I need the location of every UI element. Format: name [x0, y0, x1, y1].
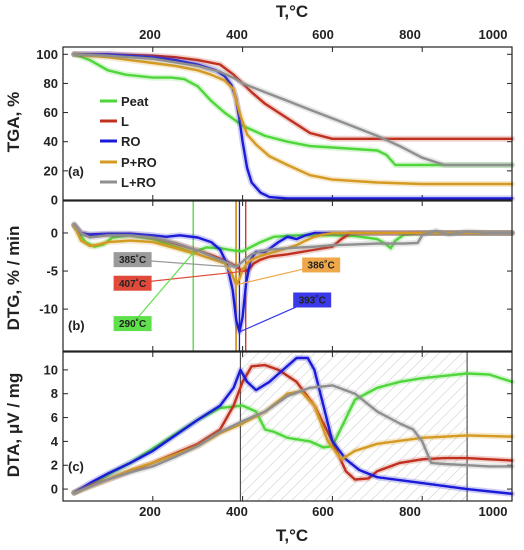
panel-c-plot [71, 352, 515, 501]
panel-c-ytick-label: 4 [51, 434, 59, 449]
series-line-p-ro [72, 53, 514, 186]
bottom-tick-600: 600 [312, 504, 334, 519]
panel-a-ytick-label: 40 [44, 134, 58, 149]
series-line-l-ro [72, 384, 514, 494]
legend-box [95, 89, 165, 188]
series-line-ro [72, 224, 514, 334]
top-tick-600: 600 [312, 27, 334, 42]
legend-label-ro: RO [121, 134, 141, 149]
panel-c-tag: (c) [68, 459, 84, 474]
panel-c-ytick-label: 8 [51, 386, 58, 401]
annotation-box-385 [113, 252, 152, 268]
top-tick-1000: 1000 [479, 27, 508, 42]
panel-a-ytick-label: 0 [51, 193, 58, 208]
panel-a-ytick-label: 20 [44, 163, 58, 178]
bottom-tick-400: 400 [226, 504, 248, 519]
bottom-tick-800: 800 [399, 504, 421, 519]
series-line-peat [72, 224, 514, 255]
panel-b-ylabel: DTG, % / min [4, 226, 23, 331]
annotation-box-393 [293, 292, 332, 308]
bottom-tick-200: 200 [139, 504, 161, 519]
panel-c-ytick-label: 10 [44, 362, 58, 377]
panel-a-ytick-label: 100 [36, 47, 58, 62]
panel-a-ylabel: TGA, % [4, 92, 23, 152]
panel-b-plot [71, 201, 515, 351]
panel-c: DTA, μV / mg 0 2 4 6 8 10 (c) [4, 351, 515, 502]
annotation-box-407 [113, 275, 152, 291]
series-line-peat [72, 53, 514, 167]
panel-b-annotations: 385˚C 407˚C 386˚C 393˚C 290˚C [113, 252, 341, 333]
annotation-label-290: 290˚C [119, 318, 146, 330]
series-line-peat [72, 372, 514, 494]
top-tick-800: 800 [399, 27, 421, 42]
annotation-box-290 [113, 316, 152, 332]
panel-b-ytick-label: 0 [51, 225, 58, 240]
annotation-label-407: 407˚C [119, 278, 146, 290]
top-tick-200: 200 [139, 27, 161, 42]
series-line-ro [72, 356, 514, 495]
x-axis-title-bottom: T,°C [276, 526, 308, 545]
top-tick-400: 400 [226, 27, 248, 42]
panel-c-yticks: 0 2 4 6 8 10 [44, 352, 513, 501]
panel-a-ytick-label: 80 [44, 76, 58, 91]
x-axis-title-top: T,°C [276, 2, 308, 21]
panel-b-ytick-label: -5 [46, 264, 58, 279]
bottom-tick-1000: 1000 [479, 504, 508, 519]
legend: Peat L RO P+RO L+RO [95, 89, 165, 190]
panel-b: DTG, % / min -10 -5 0 385˚C 407˚C 386˚C 393˚C… [4, 200, 515, 352]
panel-c-frame [62, 351, 513, 502]
panel-b-ytick-label: -10 [39, 302, 58, 317]
legend-label-p-ro: P+RO [121, 155, 157, 170]
panel-a-ytick-label: 60 [44, 105, 58, 120]
panel-b-tag: (b) [68, 318, 85, 333]
panel-a-yticks: 0 20 40 60 80 100 [36, 47, 513, 208]
panel-c-ytick-label: 0 [51, 482, 58, 497]
annotation-label-385: 385˚C [119, 254, 146, 266]
series-line-p-ro [72, 224, 514, 286]
series-line-l-ro [72, 222, 514, 269]
legend-label-l: L [121, 114, 129, 129]
panel-a-frame [62, 46, 513, 201]
annotation-label-386: 386˚C [308, 260, 335, 272]
panel-c-ytick-label: 2 [51, 458, 58, 473]
panel-c-ylabel: DTA, μV / mg [4, 373, 23, 478]
panel-a-tag: (a) [68, 164, 84, 179]
series-line-l-ro [72, 53, 514, 167]
annotation-label-393: 393˚C [299, 295, 326, 307]
panel-a-plot [71, 51, 515, 202]
panel-b-frame [62, 200, 513, 352]
panel-c-ytick-label: 6 [51, 410, 58, 425]
series-line-ro [72, 53, 514, 200]
annotation-leader-290 [132, 252, 194, 324]
legend-label-l-ro: L+RO [121, 175, 156, 190]
annotation-box-386 [302, 257, 341, 273]
panel-b-yticks: -10 -5 0 [39, 201, 513, 351]
legend-label-peat: Peat [121, 94, 149, 109]
